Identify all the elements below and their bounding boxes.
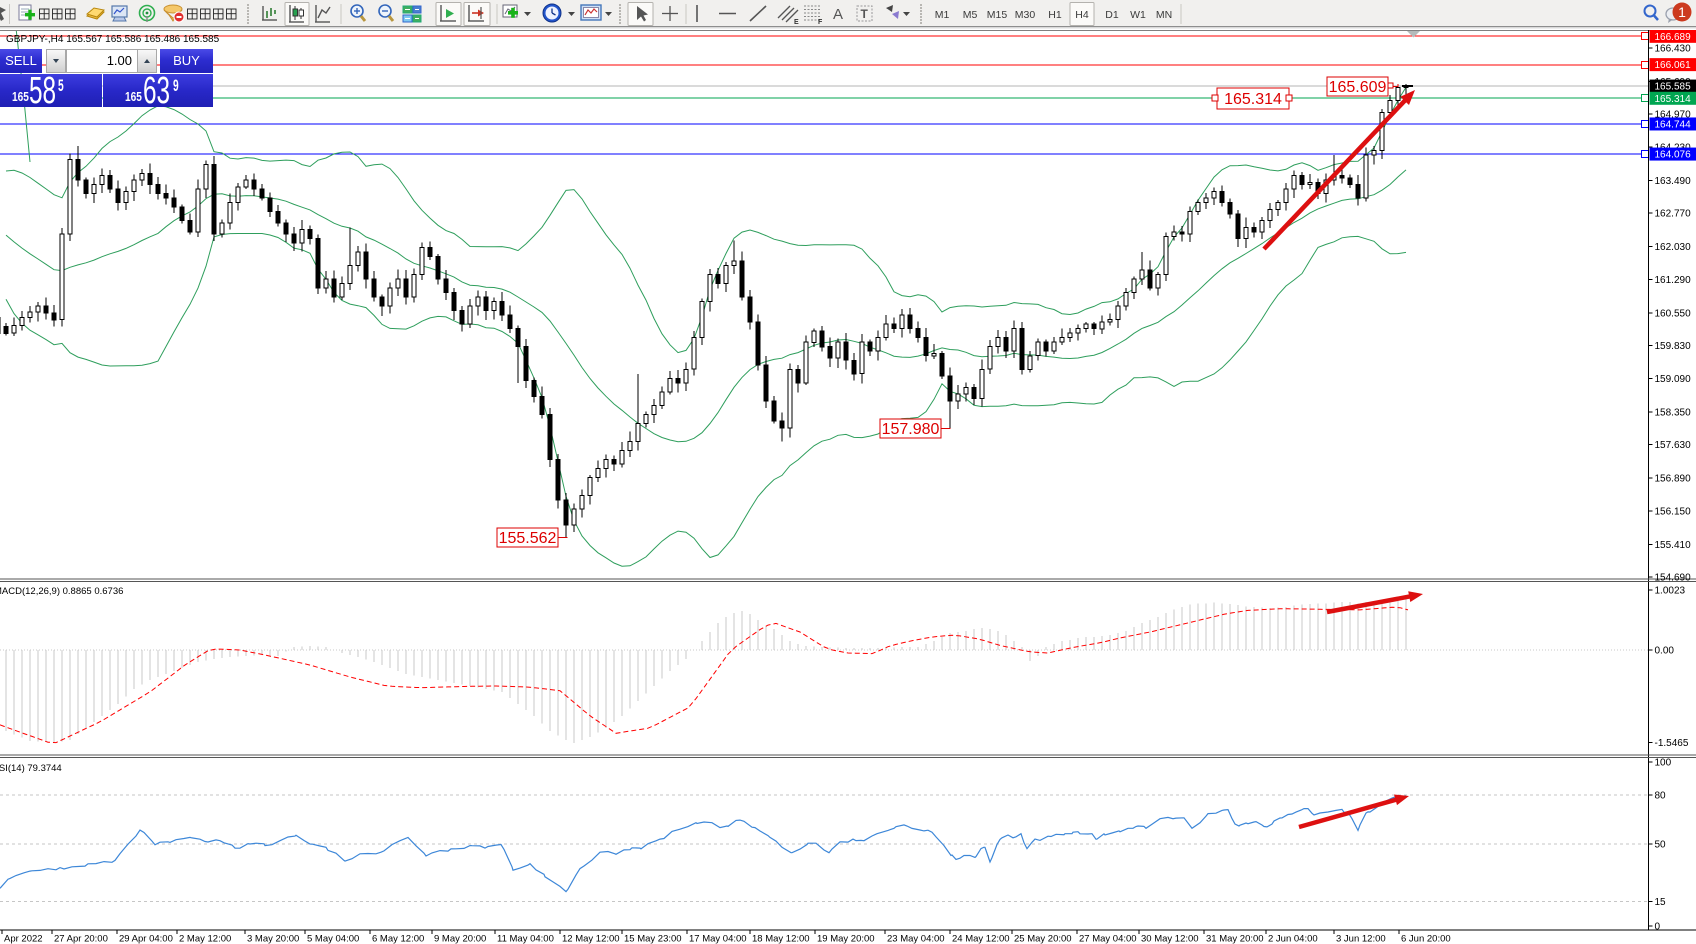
svg-text:15 May 23:00: 15 May 23:00 xyxy=(624,934,682,944)
svg-text:159.090: 159.090 xyxy=(1655,374,1692,385)
svg-text:166.430: 166.430 xyxy=(1655,44,1692,55)
svg-text:100: 100 xyxy=(1655,758,1672,769)
svg-text:M15: M15 xyxy=(987,9,1008,21)
svg-text:162.770: 162.770 xyxy=(1655,208,1692,219)
svg-text:F: F xyxy=(818,19,823,26)
svg-text:165.609: 165.609 xyxy=(1329,79,1387,96)
svg-text:165.585: 165.585 xyxy=(1655,82,1692,93)
svg-text:MACD(12,26,9) 0.8865 0.6736: MACD(12,26,9) 0.8865 0.6736 xyxy=(0,586,123,597)
svg-text:6 May 12:00: 6 May 12:00 xyxy=(372,934,424,944)
svg-text:162.030: 162.030 xyxy=(1655,242,1692,253)
svg-text:163.490: 163.490 xyxy=(1655,176,1692,187)
svg-text:D1: D1 xyxy=(1105,9,1119,21)
svg-text:M1: M1 xyxy=(935,9,950,21)
svg-text:157.980: 157.980 xyxy=(882,421,940,438)
svg-text:24 May 12:00: 24 May 12:00 xyxy=(952,934,1010,944)
svg-text:RSI(14) 79.3744: RSI(14) 79.3744 xyxy=(0,763,62,774)
svg-text:160.550: 160.550 xyxy=(1655,308,1692,319)
svg-text:164.970: 164.970 xyxy=(1655,109,1692,120)
svg-text:165.314: 165.314 xyxy=(1655,94,1692,105)
svg-text:29 Apr 04:00: 29 Apr 04:00 xyxy=(119,934,173,944)
svg-text:154.690: 154.690 xyxy=(1655,573,1692,584)
svg-text:H4: H4 xyxy=(1075,9,1089,21)
svg-text:156.890: 156.890 xyxy=(1655,473,1692,484)
svg-text:M30: M30 xyxy=(1015,9,1036,21)
svg-text:M5: M5 xyxy=(963,9,978,21)
svg-text:156.150: 156.150 xyxy=(1655,507,1692,518)
svg-text:T: T xyxy=(861,7,869,21)
svg-text:1: 1 xyxy=(1678,4,1686,20)
svg-text:27 May 04:00: 27 May 04:00 xyxy=(1079,934,1137,944)
svg-text:12 May 12:00: 12 May 12:00 xyxy=(562,934,620,944)
svg-text:1.0023: 1.0023 xyxy=(1655,585,1686,596)
svg-text:166.061: 166.061 xyxy=(1655,60,1692,71)
svg-text:27 Apr 20:00: 27 Apr 20:00 xyxy=(54,934,108,944)
svg-text:H1: H1 xyxy=(1048,9,1062,21)
svg-text:155.562: 155.562 xyxy=(499,530,557,547)
svg-text:GBPJPY-,H4 165.567 165.586 16: GBPJPY-,H4 165.567 165.586 165.486 165.5… xyxy=(6,34,220,45)
svg-text:19 May 20:00: 19 May 20:00 xyxy=(817,934,875,944)
svg-text:-1.5465: -1.5465 xyxy=(1655,738,1689,749)
svg-text:2 May 12:00: 2 May 12:00 xyxy=(179,934,231,944)
svg-text:161.290: 161.290 xyxy=(1655,275,1692,286)
svg-text:165.314: 165.314 xyxy=(1224,91,1282,108)
svg-text:Apr 2022: Apr 2022 xyxy=(4,934,43,944)
svg-text:0: 0 xyxy=(1655,922,1661,933)
svg-text:31 May 20:00: 31 May 20:00 xyxy=(1206,934,1264,944)
svg-text:25 May 20:00: 25 May 20:00 xyxy=(1014,934,1072,944)
svg-text:50: 50 xyxy=(1655,840,1667,851)
svg-text:166.689: 166.689 xyxy=(1655,32,1692,43)
svg-text:W1: W1 xyxy=(1130,9,1146,21)
svg-text:MN: MN xyxy=(1156,9,1172,21)
svg-text:30 May 12:00: 30 May 12:00 xyxy=(1141,934,1199,944)
svg-text:164.076: 164.076 xyxy=(1655,150,1692,161)
svg-text:A: A xyxy=(833,6,843,23)
svg-text:3 May 20:00: 3 May 20:00 xyxy=(247,934,299,944)
svg-text:E: E xyxy=(794,19,799,26)
svg-text:157.630: 157.630 xyxy=(1655,440,1692,451)
svg-text:158.350: 158.350 xyxy=(1655,408,1692,419)
svg-text:18 May 12:00: 18 May 12:00 xyxy=(752,934,810,944)
svg-text:11 May 04:00: 11 May 04:00 xyxy=(497,934,554,944)
svg-text:6 Jun 20:00: 6 Jun 20:00 xyxy=(1401,934,1451,944)
svg-text:17 May 04:00: 17 May 04:00 xyxy=(689,934,747,944)
svg-text:23 May 04:00: 23 May 04:00 xyxy=(887,934,945,944)
svg-text:164.744: 164.744 xyxy=(1655,119,1692,130)
svg-text:0.00: 0.00 xyxy=(1655,646,1675,657)
svg-text:159.830: 159.830 xyxy=(1655,341,1692,352)
svg-text:3 Jun 12:00: 3 Jun 12:00 xyxy=(1336,934,1386,944)
svg-text:155.410: 155.410 xyxy=(1655,540,1692,551)
svg-text:5 May 04:00: 5 May 04:00 xyxy=(307,934,359,944)
svg-text:9 May 20:00: 9 May 20:00 xyxy=(434,934,486,944)
svg-text:2 Jun 04:00: 2 Jun 04:00 xyxy=(1268,934,1318,944)
svg-text:15: 15 xyxy=(1655,897,1667,908)
svg-text:80: 80 xyxy=(1655,790,1667,801)
